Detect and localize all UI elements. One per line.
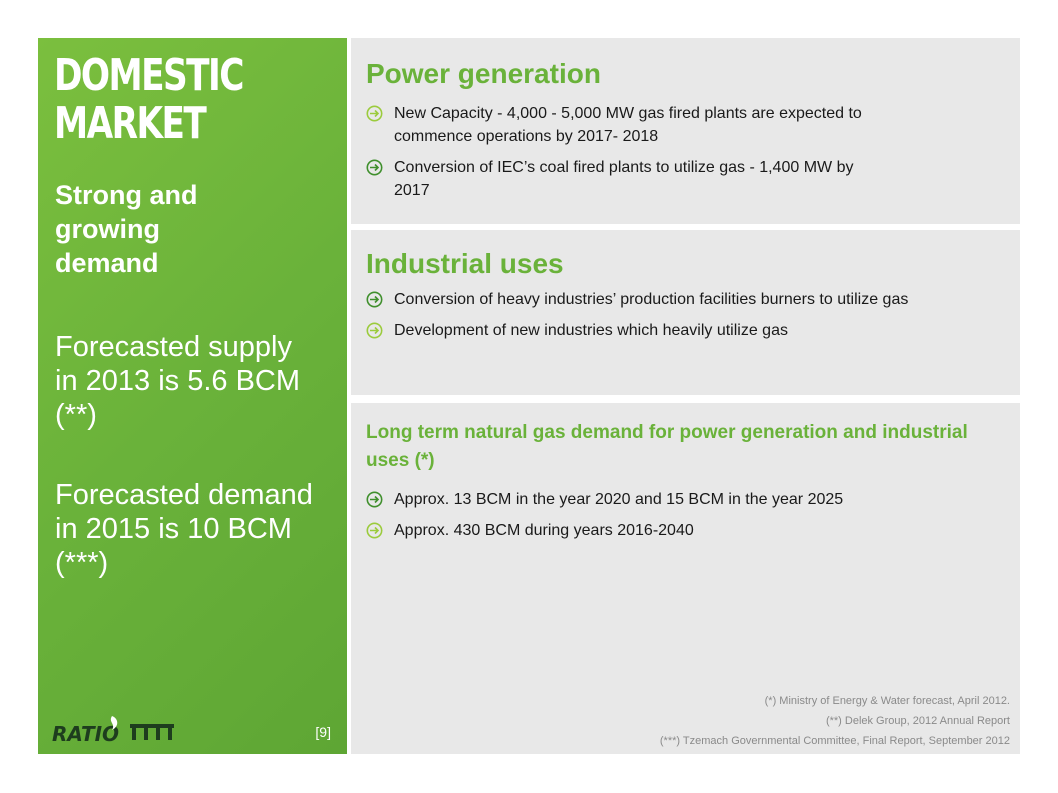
arrow-bullet-icon xyxy=(366,291,383,308)
bullet-text: Conversion of IEC’s coal fired plants to… xyxy=(394,159,854,199)
bullet-text: Development of new industries which heav… xyxy=(394,322,788,339)
page-title: DOMESTIC MARKET xyxy=(54,50,244,149)
bullet-text: New Capacity - 4,000 - 5,000 MW gas fire… xyxy=(394,105,862,145)
industrial-uses-list: Conversion of heavy industries’ producti… xyxy=(366,288,946,350)
footnote: (***) Tzemach Governmental Committee, Fi… xyxy=(659,735,1010,747)
sidebar-subtitle: Strong and growing demand xyxy=(55,180,198,278)
sidebar: DOMESTIC MARKET Strong and growing deman… xyxy=(38,38,347,754)
list-item: Approx. 13 BCM in the year 2020 and 15 B… xyxy=(366,488,886,511)
title-line-2: MARKET xyxy=(54,98,207,149)
list-item: Conversion of heavy industries’ producti… xyxy=(366,288,946,311)
industrial-uses-heading: Industrial uses xyxy=(366,248,564,279)
arrow-bullet-icon xyxy=(366,159,383,176)
footnote: (*) Ministry of Energy & Water forecast,… xyxy=(764,695,1010,707)
supply-forecast: Forecasted supply in 2013 is 5.6 BCM (**… xyxy=(55,331,301,431)
power-generation-list: New Capacity - 4,000 - 5,000 MW gas fire… xyxy=(366,102,886,210)
long-term-demand-list: Approx. 13 BCM in the year 2020 and 15 B… xyxy=(366,488,886,550)
arrow-bullet-icon xyxy=(366,322,383,339)
logo-text: RATIO xyxy=(52,722,119,746)
title-line-1: DOMESTIC xyxy=(54,50,244,101)
footnote: (**) Delek Group, 2012 Annual Report xyxy=(825,715,1010,727)
power-generation-panel: Power generation New Capacity - 4,000 - … xyxy=(351,38,1020,224)
list-item: Conversion of IEC’s coal fired plants to… xyxy=(366,156,886,202)
bullet-text: Approx. 430 BCM during years 2016-2040 xyxy=(394,522,694,539)
arrow-bullet-icon xyxy=(366,522,383,539)
industrial-uses-panel: Industrial uses Conversion of heavy indu… xyxy=(351,230,1020,395)
ratio-logo: RATIO xyxy=(52,716,174,746)
list-item: Approx. 430 BCM during years 2016-2040 xyxy=(366,519,886,542)
bullet-text: Conversion of heavy industries’ producti… xyxy=(394,291,909,308)
list-item: Development of new industries which heav… xyxy=(366,319,946,342)
long-term-demand-panel: Long term natural gas demand for power g… xyxy=(351,403,1020,754)
page-number: [9] xyxy=(315,724,331,740)
footnotes: (*) Ministry of Energy & Water forecast,… xyxy=(660,691,1010,751)
list-item: New Capacity - 4,000 - 5,000 MW gas fire… xyxy=(366,102,886,148)
long-term-demand-heading: Long term natural gas demand for power g… xyxy=(366,422,968,471)
demand-forecast: Forecasted demand in 2015 is 10 BCM (***… xyxy=(55,479,313,579)
arrow-bullet-icon xyxy=(366,105,383,122)
bullet-text: Approx. 13 BCM in the year 2020 and 15 B… xyxy=(394,491,844,508)
arrow-bullet-icon xyxy=(366,491,383,508)
power-generation-heading: Power generation xyxy=(366,58,601,89)
